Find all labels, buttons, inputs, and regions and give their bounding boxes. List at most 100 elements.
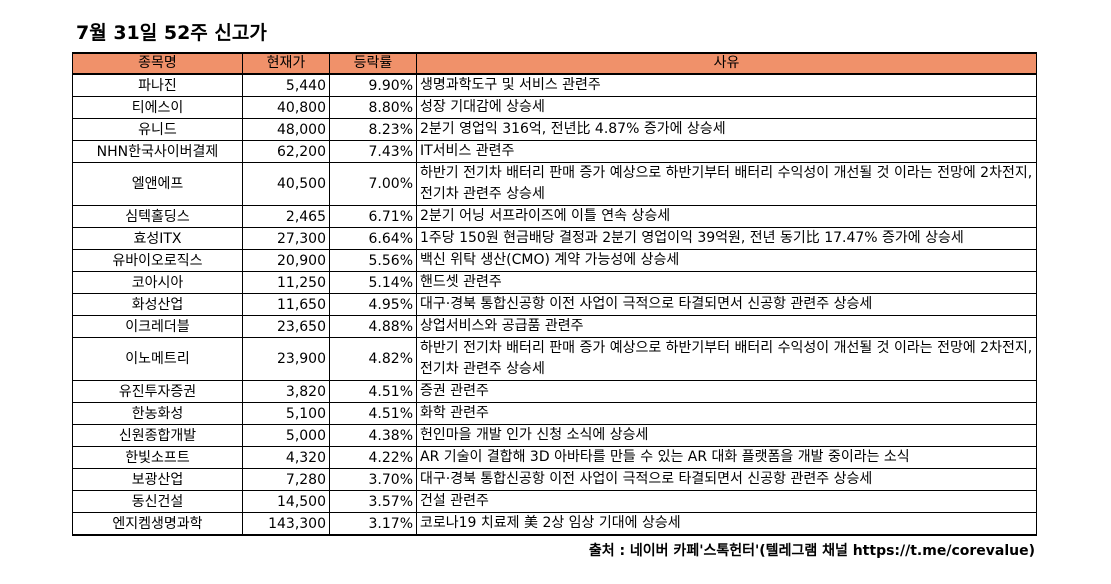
reason-cell: 대구·경북 통합신공항 이전 사업이 극적으로 타결되면서 신공항 관련주 상승… (416, 468, 1037, 491)
change-rate-cell: 5.14% (329, 271, 417, 294)
change-rate-cell: 4.51% (329, 380, 417, 403)
stock-name-cell: 코아시아 (72, 271, 243, 294)
price-cell: 5,000 (242, 424, 330, 447)
table-row: 심텍홀딩스 2,465 6.71% 2분기 어닝 서프라이즈에 이틀 연속 상승세 (72, 205, 1037, 228)
table-row: 화성산업 11,650 4.95% 대구·경북 통합신공항 이전 사업이 극적으로 타… (72, 293, 1037, 316)
price-cell: 7,280 (242, 468, 330, 491)
table-row: 티에스이 40,800 8.80% 성장 기대감에 상승세 (72, 96, 1037, 119)
table-row: 코아시아 11,250 5.14% 핸드셋 관련주 (72, 271, 1037, 294)
table-row: 동신건설 14,500 3.57% 건설 관련주 (72, 490, 1037, 513)
price-cell: 27,300 (242, 227, 330, 250)
reason-cell: 상업서비스와 공급품 관련주 (416, 315, 1037, 338)
price-cell: 40,500 (242, 162, 330, 206)
column-header-price: 현재가 (242, 52, 330, 75)
reason-cell: 2분기 영업익 316억, 전년比 4.87% 증가에 상승세 (416, 118, 1037, 141)
price-cell: 3,820 (242, 380, 330, 403)
price-cell: 14,500 (242, 490, 330, 513)
stock-name-cell: 티에스이 (72, 96, 243, 119)
reason-cell: AR 기술이 결합해 3D 아바타를 만들 수 있는 AR 대화 플랫폼을 개발… (416, 446, 1037, 469)
reason-cell: 코로나19 치료제 美 2상 임상 기대에 상승세 (416, 512, 1037, 536)
price-cell: 62,200 (242, 140, 330, 163)
reason-cell: 백신 위탁 생산(CMO) 계약 가능성에 상승세 (416, 249, 1037, 272)
stock-table-container: 종목명 현재가 등락률 사유 파나진 5,440 9.90% 생명과학도구 및 서비스… (72, 52, 1037, 536)
reason-cell: 2분기 어닝 서프라이즈에 이틀 연속 상승세 (416, 205, 1037, 228)
change-rate-cell: 4.51% (329, 402, 417, 425)
reason-cell: 1주당 150원 현금배당 결정과 2분기 영업이익 39억원, 전년 동기比 … (416, 227, 1037, 250)
change-rate-cell: 6.71% (329, 205, 417, 228)
table-row: 효성ITX 27,300 6.64% 1주당 150원 현금배당 결정과 2분기 영업… (72, 227, 1037, 250)
column-header-name: 종목명 (72, 52, 243, 75)
table-row: 이크레더블 23,650 4.88% 상업서비스와 공급품 관련주 (72, 315, 1037, 338)
change-rate-cell: 4.82% (329, 337, 417, 381)
stock-name-cell: NHN한국사이버결제 (72, 140, 243, 163)
price-cell: 5,100 (242, 402, 330, 425)
stock-name-cell: 유바이오로직스 (72, 249, 243, 272)
stock-name-cell: 동신건설 (72, 490, 243, 513)
stock-name-cell: 보광산업 (72, 468, 243, 491)
stock-name-cell: 파나진 (72, 73, 243, 97)
price-cell: 5,440 (242, 73, 330, 97)
table-row: 유바이오로직스 20,900 5.56% 백신 위탁 생산(CMO) 계약 가능성에 … (72, 249, 1037, 272)
price-cell: 11,250 (242, 271, 330, 294)
reason-cell: 하반기 전기차 배터리 판매 증가 예상으로 하반기부터 배터리 수익성이 개선… (416, 337, 1037, 381)
stock-name-cell: 엔지켐생명과학 (72, 512, 243, 536)
reason-cell: 성장 기대감에 상승세 (416, 96, 1037, 119)
table-header-row: 종목명 현재가 등락률 사유 (72, 52, 1037, 75)
change-rate-cell: 8.23% (329, 118, 417, 141)
table-row: 엘앤에프 40,500 7.00% 하반기 전기차 배터리 판매 증가 예상으로 하반… (72, 162, 1037, 206)
table-row: 보광산업 7,280 3.70% 대구·경북 통합신공항 이전 사업이 극적으로 타결… (72, 468, 1037, 491)
table-row: 한빛소프트 4,320 4.22% AR 기술이 결합해 3D 아바타를 만들 수 있… (72, 446, 1037, 469)
change-rate-cell: 4.22% (329, 446, 417, 469)
price-cell: 143,300 (242, 512, 330, 536)
change-rate-cell: 4.88% (329, 315, 417, 338)
price-cell: 20,900 (242, 249, 330, 272)
price-cell: 48,000 (242, 118, 330, 141)
reason-cell: 핸드셋 관련주 (416, 271, 1037, 294)
stock-name-cell: 유진투자증권 (72, 380, 243, 403)
table-row: 엔지켐생명과학 143,300 3.17% 코로나19 치료제 美 2상 임상 기대에… (72, 512, 1037, 536)
table-row: 파나진 5,440 9.90% 생명과학도구 및 서비스 관련주 (72, 73, 1037, 97)
change-rate-cell: 9.90% (329, 73, 417, 97)
stock-name-cell: 화성산업 (72, 293, 243, 316)
price-cell: 4,320 (242, 446, 330, 469)
price-cell: 11,650 (242, 293, 330, 316)
stock-name-cell: 이크레더블 (72, 315, 243, 338)
table-row: 이노메트리 23,900 4.82% 하반기 전기차 배터리 판매 증가 예상으로 하… (72, 337, 1037, 381)
change-rate-cell: 5.56% (329, 249, 417, 272)
stock-name-cell: 유니드 (72, 118, 243, 141)
column-header-reason: 사유 (416, 52, 1037, 75)
table-row: NHN한국사이버결제 62,200 7.43% IT서비스 관련주 (72, 140, 1037, 163)
stock-name-cell: 엘앤에프 (72, 162, 243, 206)
reason-cell: 건설 관련주 (416, 490, 1037, 513)
reason-cell: 증권 관련주 (416, 380, 1037, 403)
reason-cell: 하반기 전기차 배터리 판매 증가 예상으로 하반기부터 배터리 수익성이 개선… (416, 162, 1037, 206)
stock-name-cell: 이노메트리 (72, 337, 243, 381)
change-rate-cell: 7.43% (329, 140, 417, 163)
source-note: 출처 : 네이버 카페'스톡헌터'(텔레그램 채널 https://t.me/c… (588, 543, 1035, 559)
table-row: 신원종합개발 5,000 4.38% 헌인마을 개발 인가 신청 소식에 상승세 (72, 424, 1037, 447)
stock-name-cell: 한빛소프트 (72, 446, 243, 469)
reason-cell: 생명과학도구 및 서비스 관련주 (416, 73, 1037, 97)
table-row: 유진투자증권 3,820 4.51% 증권 관련주 (72, 380, 1037, 403)
stock-name-cell: 효성ITX (72, 227, 243, 250)
stock-name-cell: 신원종합개발 (72, 424, 243, 447)
stock-name-cell: 한농화성 (72, 402, 243, 425)
table-row: 유니드 48,000 8.23% 2분기 영업익 316억, 전년比 4.87% 증가… (72, 118, 1037, 141)
change-rate-cell: 4.38% (329, 424, 417, 447)
price-cell: 2,465 (242, 205, 330, 228)
change-rate-cell: 6.64% (329, 227, 417, 250)
price-cell: 40,800 (242, 96, 330, 119)
reason-cell: 화학 관련주 (416, 402, 1037, 425)
reason-cell: IT서비스 관련주 (416, 140, 1037, 163)
change-rate-cell: 3.70% (329, 468, 417, 491)
reason-cell: 대구·경북 통합신공항 이전 사업이 극적으로 타결되면서 신공항 관련주 상승… (416, 293, 1037, 316)
stock-name-cell: 심텍홀딩스 (72, 205, 243, 228)
change-rate-cell: 8.80% (329, 96, 417, 119)
change-rate-cell: 3.17% (329, 512, 417, 536)
reason-cell: 헌인마을 개발 인가 신청 소식에 상승세 (416, 424, 1037, 447)
page-title: 7월 31일 52주 신고가 (76, 22, 267, 44)
table-row: 한농화성 5,100 4.51% 화학 관련주 (72, 402, 1037, 425)
change-rate-cell: 3.57% (329, 490, 417, 513)
stock-table: 종목명 현재가 등락률 사유 파나진 5,440 9.90% 생명과학도구 및 서비스… (72, 52, 1037, 536)
price-cell: 23,650 (242, 315, 330, 338)
